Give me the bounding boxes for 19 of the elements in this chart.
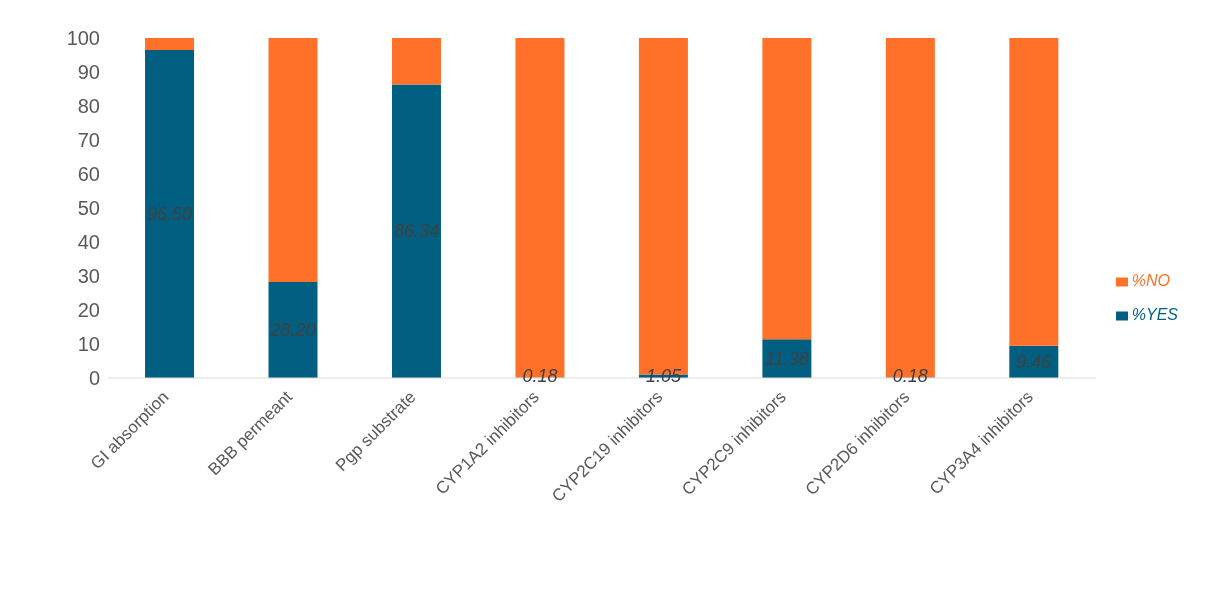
y-tick-label: 90 xyxy=(77,61,100,84)
legend-label: %YES xyxy=(1131,306,1178,323)
y-tick-label: 50 xyxy=(77,197,100,220)
data-label: 96.50 xyxy=(147,203,193,224)
y-tick-label: 100 xyxy=(66,27,100,50)
data-label: 11.38 xyxy=(765,348,809,369)
y-tick-label: 60 xyxy=(77,163,100,186)
y-tick-label: 40 xyxy=(77,231,100,254)
y-tick-label: 30 xyxy=(77,265,100,288)
y-tick-label: 10 xyxy=(77,333,100,356)
y-tick-label: 80 xyxy=(77,95,100,118)
data-label: 9.46 xyxy=(1016,351,1053,372)
data-label: 1.05 xyxy=(645,366,682,386)
data-label: 86.34 xyxy=(393,221,439,242)
y-tick-label: 70 xyxy=(77,129,100,152)
y-tick-label: 0 xyxy=(88,367,100,390)
legend-label: %NO xyxy=(1131,272,1170,289)
data-label: 28.20 xyxy=(269,320,316,341)
y-tick-label: 20 xyxy=(77,299,100,322)
